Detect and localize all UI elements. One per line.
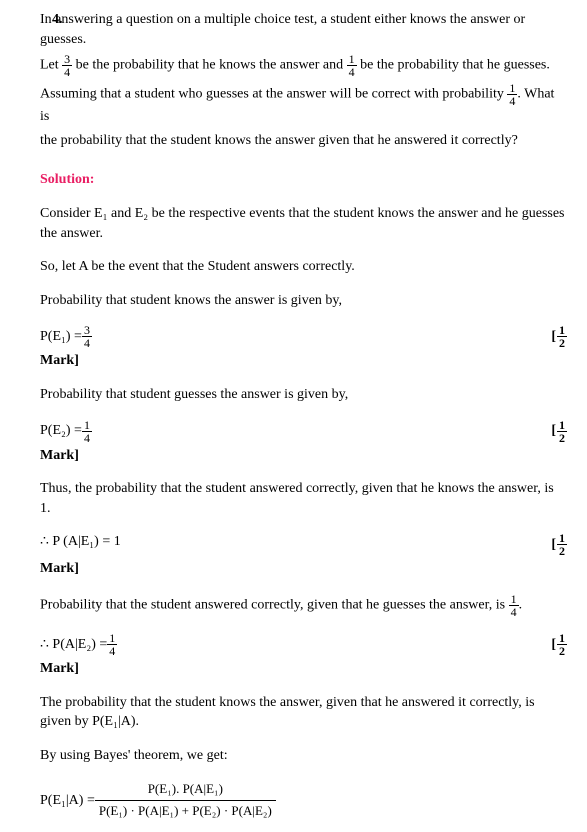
bracket: [ [551, 327, 556, 347]
solution-p3: Probability that student knows the answe… [40, 291, 567, 311]
text-fragment: Assuming that a student who guesses at t… [40, 87, 507, 102]
solution-body: Consider E₁ and E₂ be the respective eve… [40, 204, 567, 822]
equation-lhs: P(E₁|A) = [40, 791, 95, 811]
equation-row: ∴ P(A|E₂) = 14 [12 [40, 632, 567, 657]
mark-label: Mark] [40, 659, 567, 679]
fraction: 34 [82, 324, 92, 349]
numerator: 1 [107, 632, 117, 645]
denominator: 2 [557, 432, 567, 444]
solution-p8: By using Bayes' theorem, we get: [40, 746, 567, 766]
fraction: 12 [557, 632, 567, 657]
mark-badge: [12 [541, 324, 567, 349]
denominator: 4 [62, 66, 72, 78]
fraction: 14 [107, 632, 117, 657]
solution-heading: Solution: [40, 170, 567, 190]
denominator: 4 [82, 337, 92, 349]
denominator: P(E₁) · P(A|E₁) + P(E₂) · P(A|E₂) [95, 801, 276, 822]
mark-label: Mark] [40, 351, 567, 371]
mark-label: Mark] [40, 559, 567, 579]
denominator: 4 [107, 645, 117, 657]
fraction: 14 [509, 593, 519, 618]
fraction: 34 [62, 53, 72, 78]
equation: ∴ P(A|E₂) = 14 [40, 632, 541, 657]
numerator: P(E₁). P(A|E₁) [95, 779, 276, 801]
equation-lhs: P(E₁) = [40, 327, 82, 347]
fraction: 12 [557, 419, 567, 444]
question-line4: the probability that the student knows t… [40, 131, 567, 151]
solution-p1: Consider E₁ and E₂ be the respective eve… [40, 204, 567, 243]
question-line3: Assuming that a student who guesses at t… [40, 82, 567, 127]
text-fragment: Let [40, 58, 62, 73]
denominator: 2 [557, 645, 567, 657]
denominator: 4 [509, 606, 519, 618]
equation-row: P(E₁) = 34 [12 [40, 324, 567, 349]
equation: ∴ P (A|E₁) = 1 [40, 532, 541, 552]
bracket: [ [551, 535, 556, 555]
numerator: 1 [557, 419, 567, 432]
equation-row: ∴ P (A|E₁) = 1 [12 [40, 532, 567, 557]
text-fragment: be the probability that he knows the ans… [72, 58, 346, 73]
fraction: 14 [347, 53, 357, 78]
equation-lhs: P(E₂) = [40, 421, 82, 441]
fraction: 12 [557, 532, 567, 557]
bracket: [ [551, 635, 556, 655]
mark-badge: [12 [541, 532, 567, 557]
denominator: 4 [82, 432, 92, 444]
equation: P(E₁) = 34 [40, 324, 541, 349]
equation-row: P(E₂) = 14 [12 [40, 419, 567, 444]
fraction-large: P(E₁). P(A|E₁) P(E₁) · P(A|E₁) + P(E₂) ·… [95, 779, 276, 822]
mark-label: Mark] [40, 446, 567, 466]
solution-p2: So, let A be the event that the Student … [40, 257, 567, 277]
fraction: 12 [557, 324, 567, 349]
bracket: [ [551, 421, 556, 441]
denominator: 4 [347, 66, 357, 78]
denominator: 2 [557, 545, 567, 557]
question-number: 4. [52, 10, 63, 30]
denominator: 2 [557, 337, 567, 349]
text-fragment: be the probability that he guesses. [357, 58, 550, 73]
fraction: 14 [82, 419, 92, 444]
bayes-equation: P(E₁|A) = P(E₁). P(A|E₁) P(E₁) · P(A|E₁)… [40, 779, 567, 822]
solution-p5: Thus, the probability that the student a… [40, 479, 567, 518]
mark-badge: [12 [541, 632, 567, 657]
numerator: 1 [557, 632, 567, 645]
solution-p7: The probability that the student knows t… [40, 693, 567, 732]
numerator: 1 [82, 419, 92, 432]
mark-badge: [12 [541, 419, 567, 444]
equation-lhs: ∴ P(A|E₂) = [40, 635, 107, 655]
numerator: 1 [509, 593, 519, 606]
equation: P(E₂) = 14 [40, 419, 541, 444]
fraction: 14 [507, 82, 517, 107]
question-text: In answering a question on a multiple ch… [40, 10, 567, 150]
text-fragment: Probability that the student answered co… [40, 598, 509, 613]
question-line2: Let 34 be the probability that he knows … [40, 53, 567, 78]
solution-p6: Probability that the student answered co… [40, 593, 567, 618]
text-fragment: . [519, 598, 523, 613]
solution-p4: Probability that student guesses the ans… [40, 385, 567, 405]
question-line1: In answering a question on a multiple ch… [40, 10, 567, 49]
denominator: 4 [507, 95, 517, 107]
